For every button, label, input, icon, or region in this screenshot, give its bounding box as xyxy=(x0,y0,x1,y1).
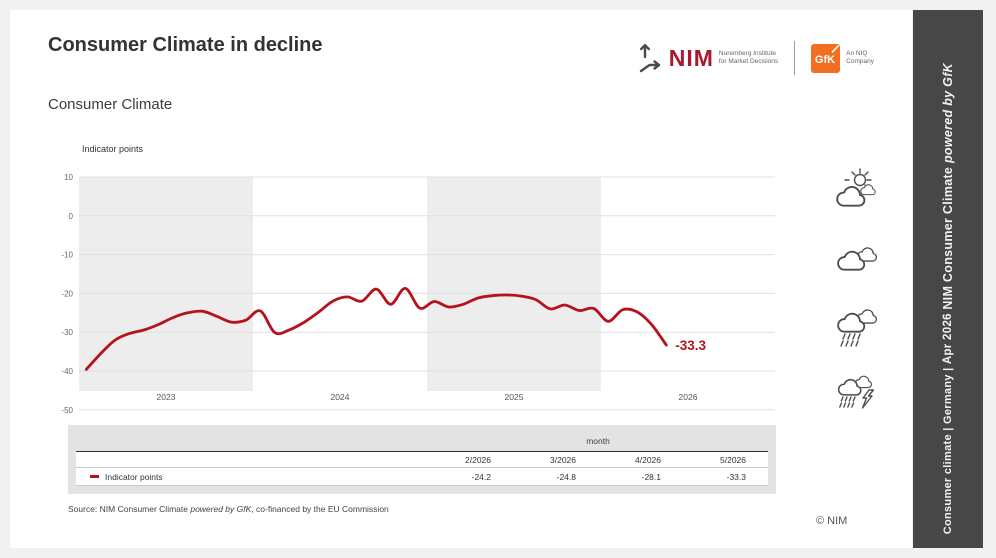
sun-behind-cloud-icon xyxy=(836,168,876,207)
svg-text:-30: -30 xyxy=(61,328,73,337)
svg-text:-50: -50 xyxy=(61,406,73,415)
right-sidebar: Consumer climate | Germany | Apr 2026 NI… xyxy=(913,10,983,548)
svg-text:0: 0 xyxy=(69,212,74,221)
table-cell: -33.3 xyxy=(726,471,746,482)
svg-text:2026: 2026 xyxy=(679,392,698,402)
table-cell: -28.1 xyxy=(641,471,661,482)
nim-tagline: Nuremberg Institute for Market Decisions xyxy=(718,49,779,65)
table-col-header: 5/2026 xyxy=(720,454,746,465)
table-col-header: 3/2026 xyxy=(550,454,576,465)
nim-arrows-icon xyxy=(639,44,660,73)
gfk-square-icon: GfK xyxy=(811,43,841,73)
page-title: Consumer Climate in decline xyxy=(48,34,323,56)
y-axis-title: Indicator points xyxy=(82,144,144,154)
values-table: month 2/2026 3/2026 4/2026 5/2026 Indica… xyxy=(68,425,776,494)
slide-card: Consumer Climate in decline NIM Nurember… xyxy=(10,10,912,548)
gfk-tagline: An NIQ Company xyxy=(846,49,874,65)
consumer-climate-line-chart: Indicator points 10 0 -10 -20 -30 -40 -50 2023 2… xyxy=(61,144,775,415)
table-cell: -24.8 xyxy=(556,471,576,482)
gfk-logo: GfK An NIQ Company xyxy=(811,43,874,73)
table-cell: -24.2 xyxy=(471,471,491,482)
svg-text:-20: -20 xyxy=(61,289,73,298)
svg-text:-40: -40 xyxy=(61,367,73,376)
weather-icons-column xyxy=(830,168,888,414)
series-label: Indicator points xyxy=(105,471,163,482)
sidebar-vertical-text: Consumer climate | Germany | Apr 2026 NI… xyxy=(941,62,955,534)
table-row: Indicator points -24.2 -24.8 -28.1 -33.3 xyxy=(76,468,768,486)
svg-text:2023: 2023 xyxy=(157,392,176,402)
svg-text:-10: -10 xyxy=(61,251,73,260)
clouds-icon xyxy=(837,247,878,271)
last-value-label: -33.3 xyxy=(675,338,706,353)
svg-text:10: 10 xyxy=(64,173,73,182)
svg-text:GfK: GfK xyxy=(815,54,835,66)
plot-area: 10 0 -10 -20 -30 -40 -50 2023 2024 2025 2026 xyxy=(61,173,775,415)
svg-text:2024: 2024 xyxy=(331,392,350,402)
chart-title: Consumer Climate xyxy=(48,96,173,113)
copyright: © NIM xyxy=(816,515,848,527)
table-col-header: 4/2026 xyxy=(635,454,661,465)
rain-cloud-icon xyxy=(837,309,878,347)
logo-divider xyxy=(794,41,796,75)
svg-text:2025: 2025 xyxy=(505,392,524,402)
table-group-header-row: month xyxy=(76,430,768,451)
storm-rain-cloud-icon xyxy=(837,375,875,409)
table-header-row: 2/2026 3/2026 4/2026 5/2026 xyxy=(76,451,768,468)
nim-logo: NIM Nuremberg Institute for Market Decis… xyxy=(638,41,778,75)
nim-wordmark: NIM xyxy=(668,44,714,71)
header-logos: NIM Nuremberg Institute for Market Decis… xyxy=(638,36,874,80)
source-note: Source: NIM Consumer Climate powered by … xyxy=(68,504,389,514)
series-legend-dash-icon xyxy=(90,475,99,478)
table-group-header: month xyxy=(586,435,610,446)
table-col-header: 2/2026 xyxy=(465,454,491,465)
